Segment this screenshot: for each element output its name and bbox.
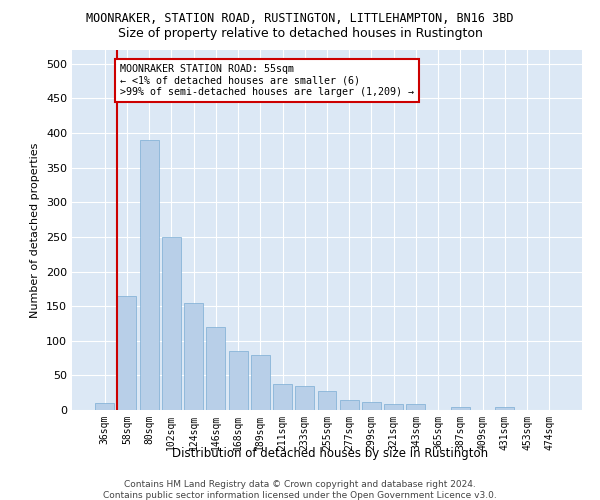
Bar bbox=[251, 354, 270, 410]
Bar bbox=[451, 406, 470, 410]
Text: Contains public sector information licensed under the Open Government Licence v3: Contains public sector information licen… bbox=[103, 491, 497, 500]
Bar bbox=[206, 327, 225, 410]
Bar bbox=[184, 302, 203, 410]
Bar bbox=[340, 400, 359, 410]
Bar bbox=[317, 390, 337, 410]
Bar bbox=[295, 386, 314, 410]
Text: Contains HM Land Registry data © Crown copyright and database right 2024.: Contains HM Land Registry data © Crown c… bbox=[124, 480, 476, 489]
Bar bbox=[95, 403, 114, 410]
Text: Size of property relative to detached houses in Rustington: Size of property relative to detached ho… bbox=[118, 28, 482, 40]
Text: Distribution of detached houses by size in Rustington: Distribution of detached houses by size … bbox=[172, 448, 488, 460]
Text: MOONRAKER, STATION ROAD, RUSTINGTON, LITTLEHAMPTON, BN16 3BD: MOONRAKER, STATION ROAD, RUSTINGTON, LIT… bbox=[86, 12, 514, 26]
Bar bbox=[384, 404, 403, 410]
Bar bbox=[140, 140, 158, 410]
Bar bbox=[406, 404, 425, 410]
Text: MOONRAKER STATION ROAD: 55sqm
← <1% of detached houses are smaller (6)
>99% of s: MOONRAKER STATION ROAD: 55sqm ← <1% of d… bbox=[120, 64, 414, 97]
Bar bbox=[273, 384, 292, 410]
Bar bbox=[362, 402, 381, 410]
Bar bbox=[118, 296, 136, 410]
Bar bbox=[496, 406, 514, 410]
Y-axis label: Number of detached properties: Number of detached properties bbox=[31, 142, 40, 318]
Bar bbox=[162, 237, 181, 410]
Bar bbox=[229, 351, 248, 410]
